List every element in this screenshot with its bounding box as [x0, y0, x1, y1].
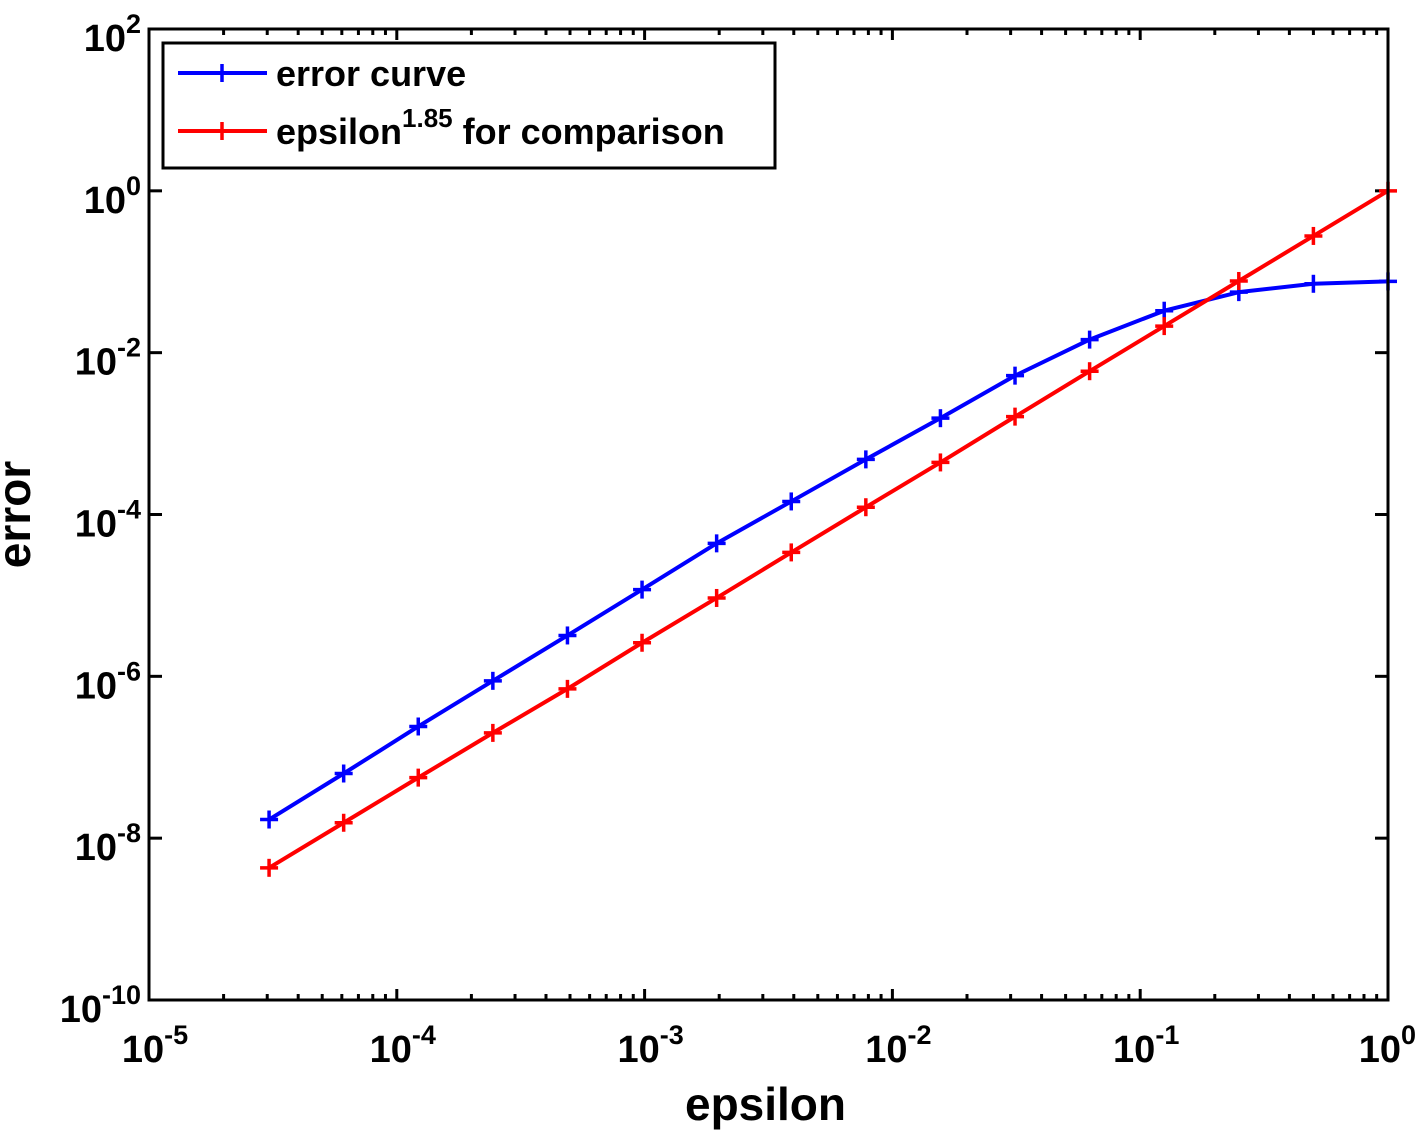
- legend-label: epsilon1.85 for comparison: [276, 103, 725, 152]
- data-point-marker: [409, 768, 428, 787]
- legend-item: error curve: [178, 53, 466, 94]
- y-tick-label: 100: [84, 171, 141, 222]
- data-point-marker: [633, 580, 652, 599]
- data-point-marker: [707, 588, 726, 607]
- data-point-marker: [1080, 362, 1099, 381]
- legend-label: error curve: [276, 53, 466, 94]
- data-point-marker: [1006, 366, 1025, 385]
- data-point-marker: [1304, 226, 1323, 245]
- data-point-marker: [707, 534, 726, 553]
- data-point-marker: [409, 717, 428, 736]
- legend-box: [161, 41, 777, 170]
- data-point-marker: [1155, 301, 1174, 320]
- plot-series: [260, 181, 1397, 877]
- data-point-marker: [334, 764, 353, 783]
- y-tick-label: 10-2: [75, 333, 141, 384]
- data-point-marker: [1155, 317, 1174, 336]
- y-tick-label: 10-4: [75, 495, 141, 546]
- data-point-marker: [856, 498, 875, 517]
- data-point-marker: [931, 409, 950, 428]
- x-tick-label: 100: [1359, 1020, 1416, 1071]
- y-tick-label: 10-10: [60, 980, 141, 1031]
- x-tick-label: 10-2: [865, 1020, 931, 1071]
- data-point-marker: [931, 453, 950, 472]
- data-point-marker: [334, 813, 353, 832]
- x-tick-label: 10-3: [617, 1020, 683, 1071]
- data-point-marker: [483, 671, 502, 690]
- data-point-marker: [633, 633, 652, 652]
- y-tick-label: 102: [84, 9, 141, 60]
- series-1: [260, 181, 1397, 877]
- data-point-marker: [1080, 330, 1099, 349]
- data-point-marker: [782, 492, 801, 511]
- data-point-marker: [558, 679, 577, 698]
- legend-item: epsilon1.85 for comparison: [178, 103, 725, 152]
- legend: error curve epsilon1.85 for comparison: [161, 41, 777, 170]
- series-line: [268, 189, 1390, 870]
- plot-frame: [147, 27, 1390, 1002]
- data-point-marker: [1006, 407, 1025, 426]
- x-tick-label: 10-1: [1113, 1020, 1179, 1071]
- data-point-marker: [260, 810, 279, 829]
- y-tick-label: 10-6: [75, 656, 141, 707]
- data-point-marker: [856, 450, 875, 469]
- data-point-marker: [558, 626, 577, 645]
- data-point-marker: [483, 723, 502, 742]
- x-axis-label: epsilon: [685, 1078, 846, 1130]
- y-axis-label: error: [0, 461, 40, 568]
- data-point-marker: [1304, 274, 1323, 293]
- data-point-marker: [260, 858, 279, 877]
- tick-labels: 10-5 10-4 10-3 10-2 10-1 100 10-10 10-8 10-6 10-4…: [60, 9, 1416, 1071]
- data-point-marker: [782, 543, 801, 562]
- x-tick-label: 10-4: [370, 1020, 436, 1071]
- y-tick-label: 10-8: [75, 818, 141, 869]
- data-point-marker: [1229, 271, 1248, 290]
- x-tick-label: 10-5: [122, 1020, 188, 1071]
